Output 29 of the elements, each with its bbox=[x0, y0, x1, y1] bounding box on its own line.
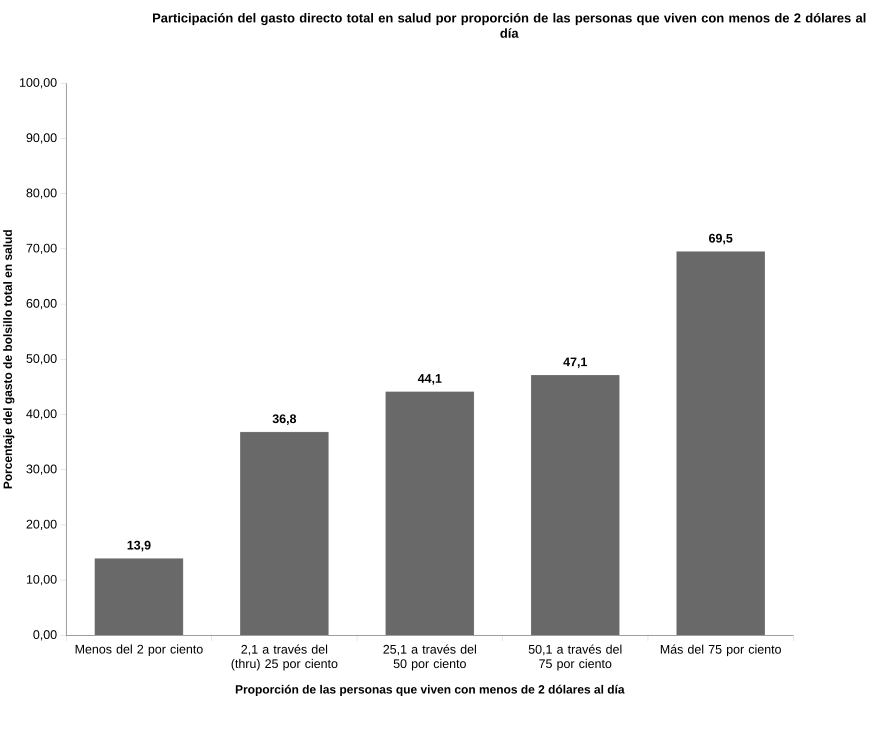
x-axis-title: Proporción de las personas que viven con menos de 2 dólares al día bbox=[236, 684, 625, 696]
y-tick-label: 100,00 bbox=[20, 78, 57, 89]
y-tick-label: 30,00 bbox=[26, 464, 57, 476]
y-tick-label: 70,00 bbox=[26, 244, 57, 254]
data-label: 69,5 bbox=[709, 234, 732, 245]
x-tick-label: Menos del 2 por ciento bbox=[76, 644, 203, 656]
x-tick-label: 2,1 a través del (thru) 25 por ciento bbox=[232, 644, 338, 671]
x-tick-label: 50,1 a través del 75 por ciento bbox=[528, 644, 622, 671]
data-label: 36,8 bbox=[272, 414, 296, 426]
bar bbox=[676, 252, 765, 636]
data-label: 13,9 bbox=[128, 540, 151, 552]
y-tick-label: 20,00 bbox=[26, 520, 57, 530]
data-label: 44,1 bbox=[418, 374, 442, 385]
y-tick-label: 90,00 bbox=[26, 133, 57, 144]
y-tick-label: 0,00 bbox=[33, 630, 57, 641]
y-tick-label: 60,00 bbox=[26, 299, 57, 310]
chart-title: Participación del gasto directo total en salud por proporción de las personas que viven con menos de 2 dólares al día bbox=[153, 13, 866, 38]
bar bbox=[386, 392, 474, 636]
bar bbox=[94, 558, 184, 636]
x-tick-label: Más del 75 por ciento bbox=[660, 644, 781, 656]
bar bbox=[531, 375, 620, 636]
y-tick-label: 80,00 bbox=[26, 188, 57, 199]
data-label: 47,1 bbox=[563, 358, 587, 368]
y-tick-label: 50,00 bbox=[26, 354, 57, 365]
y-tick-label: 10,00 bbox=[26, 575, 57, 586]
y-tick-label: 40,00 bbox=[26, 410, 57, 420]
x-tick-label: 25,1 a través del 50 por ciento bbox=[383, 644, 476, 671]
bar bbox=[240, 432, 329, 636]
y-axis-title: Porcentaje del gasto de bolsillo total en salud bbox=[3, 230, 14, 489]
